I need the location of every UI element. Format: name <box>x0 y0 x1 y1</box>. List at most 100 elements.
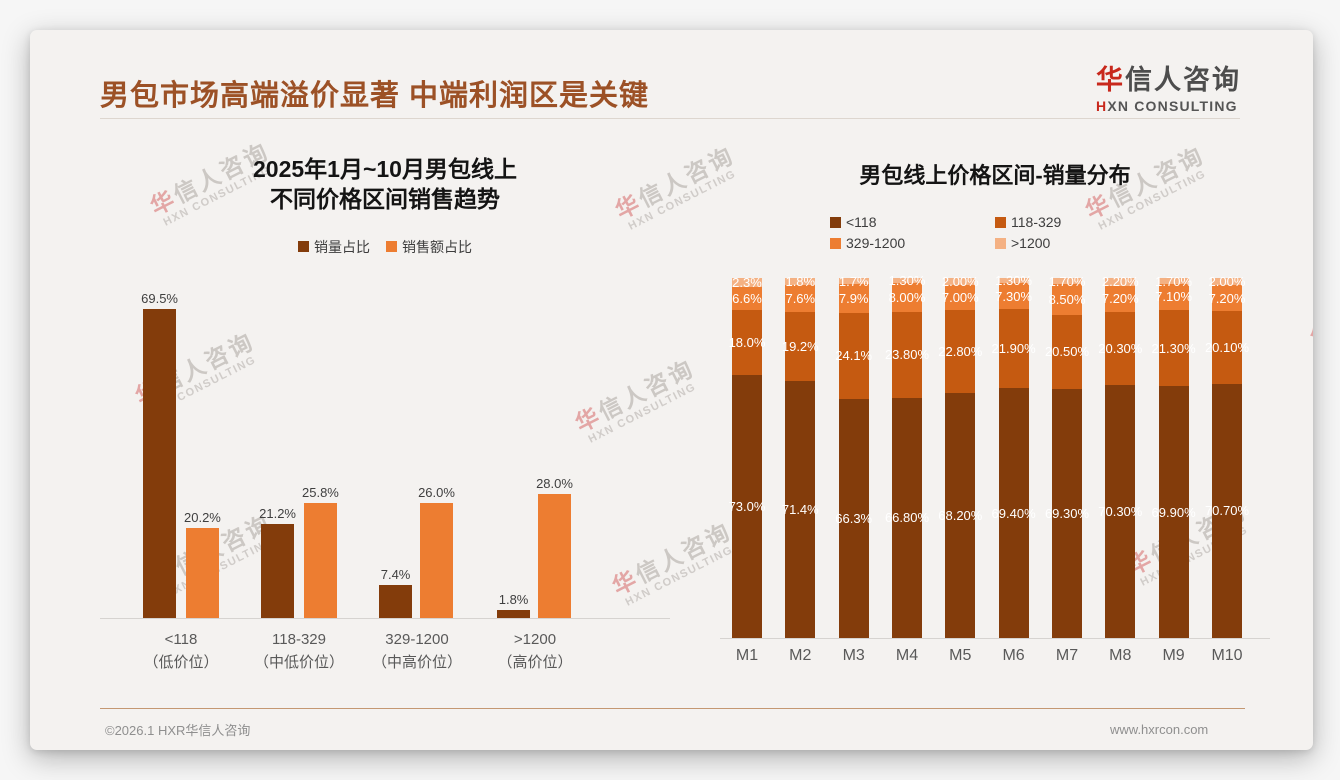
stacked-bar: 71.4% 19.2% 7.6% 1.8% <box>782 274 819 638</box>
month-label: M6 <box>1002 647 1025 664</box>
bar-segment-329-1200: 7.20% <box>1102 285 1139 312</box>
segment-value-label: 1.8% <box>785 273 816 289</box>
segment-value-label: 68.20% <box>938 507 983 523</box>
stacked-bar: 69.40% 21.90% 7.30% 1.30% <box>992 273 1036 638</box>
left-chart: 2025年1月~10月男包线上 不同价格区间销售趋势 销量占比 销售额占比 69.… <box>100 150 670 690</box>
bar-segment-118-329: 19.2% <box>782 311 819 381</box>
segment-value-label: 69.30% <box>1044 505 1090 521</box>
left-chart-title-line2: 不同价格区间销售趋势 <box>270 186 500 213</box>
category-main-label: 118-329 <box>272 631 326 649</box>
left-chart-legend: 销量占比 销售额占比 <box>100 237 670 258</box>
month-label: M7 <box>1055 647 1079 664</box>
stacked-bar: 66.3% 24.1% 7.9% 1.7% <box>835 274 872 638</box>
legend-swatch <box>830 237 841 249</box>
volume-bar <box>497 610 531 619</box>
legend-label: <118 <box>846 214 877 230</box>
category-label: 118-329 （中低价位） <box>240 628 358 675</box>
segment-value-label: 2.00% <box>1208 274 1246 290</box>
amount-bar <box>303 503 337 619</box>
bar-segment-1200: 1.70% <box>1155 274 1192 289</box>
month-axis: M1 M2 M3 M4 M5 M6 M7 M8 M9 M10 <box>720 647 1270 677</box>
volume-bar <box>379 585 413 619</box>
category-sub-label: （低价位） <box>143 654 219 672</box>
segment-value-label: 1.70% <box>1155 273 1193 289</box>
segment-value-label: 7.00% <box>941 290 979 306</box>
legend-swatch <box>995 237 1006 249</box>
bar-segment-118-329: 20.50% <box>1045 314 1089 389</box>
volume-bar <box>143 308 177 619</box>
legend-label: 销量占比 <box>314 238 370 255</box>
bar-segment-118: 69.40% <box>992 388 1036 638</box>
page-title: 男包市场高端溢价显著 中端利润区是关键 <box>100 80 650 112</box>
left-chart-title: 2025年1月~10月男包线上 不同价格区间销售趋势 <box>100 154 670 215</box>
segment-value-label: 1.30% <box>888 273 926 289</box>
segment-value-label: 7.20% <box>1208 290 1246 306</box>
brand-name: 华信人咨询 <box>1096 58 1241 97</box>
bar-value-label: 26.0% <box>418 484 455 500</box>
bar-value-label: 1.8% <box>498 592 529 608</box>
bar-segment-329-1200: 8.00% <box>889 283 925 312</box>
brand-sub-accent-char: H <box>1096 98 1108 114</box>
segment-value-label: 2.3% <box>732 274 762 290</box>
legend-item: 118-329 <box>995 214 1160 230</box>
bar-segment-1200: 1.30% <box>995 273 1032 288</box>
segment-value-label: 22.80% <box>938 343 983 359</box>
bar-value-label: 21.2% <box>259 505 296 521</box>
category-sub-label: （中高价位） <box>371 654 462 672</box>
legend-item: >1200 <box>995 235 1160 251</box>
bar-segment-329-1200: 7.6% <box>785 284 816 312</box>
bar-segment-329-1200: 7.20% <box>1209 285 1245 312</box>
bar-segment-1200: 1.7% <box>838 274 869 289</box>
bar-group: 1.8% 28.0% <box>476 287 594 619</box>
segment-value-label: 8.50% <box>1048 291 1086 307</box>
footer-divider <box>100 708 1245 709</box>
segment-value-label: 7.10% <box>1155 289 1193 305</box>
segment-value-label: 24.1% <box>835 348 873 364</box>
month-label: M1 <box>735 647 759 664</box>
category-label: 329-1200 （中高价位） <box>358 628 476 675</box>
month-label: M3 <box>842 647 865 664</box>
bar-segment-118-329: 21.90% <box>992 309 1036 389</box>
bar-segment-1200: 1.70% <box>1049 274 1086 289</box>
segment-value-label: 66.3% <box>835 511 873 527</box>
legend-label: >1200 <box>1011 235 1051 251</box>
segment-value-label: 69.90% <box>1151 504 1196 520</box>
brand-accent-char: 华 <box>1096 65 1125 95</box>
stacked-bar: 69.30% 20.50% 8.50% 1.70% <box>1045 274 1089 638</box>
bar-segment-118: 66.80% <box>885 397 929 638</box>
bar-segment-118: 71.4% <box>782 381 819 638</box>
bar-segment-329-1200: 6.6% <box>732 286 762 311</box>
company-logo: 华信人咨询 HXN CONSULTING <box>1096 58 1241 114</box>
brand-subtitle: HXN CONSULTING <box>1096 98 1241 114</box>
bar-segment-118-329: 21.30% <box>1152 309 1196 387</box>
bar-column: 28.0% <box>536 476 573 619</box>
stacked-bar: 69.90% 21.30% 7.10% 1.70% <box>1152 274 1196 638</box>
amount-bar <box>420 502 453 619</box>
month-label: M9 <box>1162 647 1185 664</box>
segment-value-label: 20.50% <box>1044 344 1090 360</box>
segment-value-label: 18.0% <box>728 335 766 351</box>
bar-segment-118: 68.20% <box>938 392 982 638</box>
segment-value-label: 73.0% <box>728 499 766 515</box>
segment-value-label: 70.70% <box>1204 503 1250 519</box>
segment-value-label: 2.00% <box>941 274 979 290</box>
month-label: M4 <box>895 647 919 664</box>
segment-value-label: 70.30% <box>1098 503 1143 519</box>
legend-swatch <box>298 241 309 253</box>
legend-item: <118 <box>830 214 995 230</box>
bar-column: 7.4% <box>379 567 413 619</box>
segment-value-label: 21.30% <box>1151 340 1196 356</box>
brand-rest: 信人咨询 <box>1125 65 1241 95</box>
bar-segment-118-329: 24.1% <box>835 312 872 400</box>
bar-segment-118: 70.70% <box>1205 383 1249 638</box>
segment-value-label: 19.2% <box>781 338 819 354</box>
volume-bar <box>261 523 295 619</box>
bar-value-label: 25.8% <box>302 485 339 501</box>
category-label: <118 （低价位） <box>122 628 240 675</box>
bar-column: 1.8% <box>497 592 531 619</box>
month-label: M10 <box>1211 647 1243 664</box>
legend-label: 销售额占比 <box>402 238 472 255</box>
bar-value-label: 69.5% <box>141 290 178 306</box>
segment-value-label: 8.00% <box>888 289 926 305</box>
segment-value-label: 2.20% <box>1101 274 1139 290</box>
